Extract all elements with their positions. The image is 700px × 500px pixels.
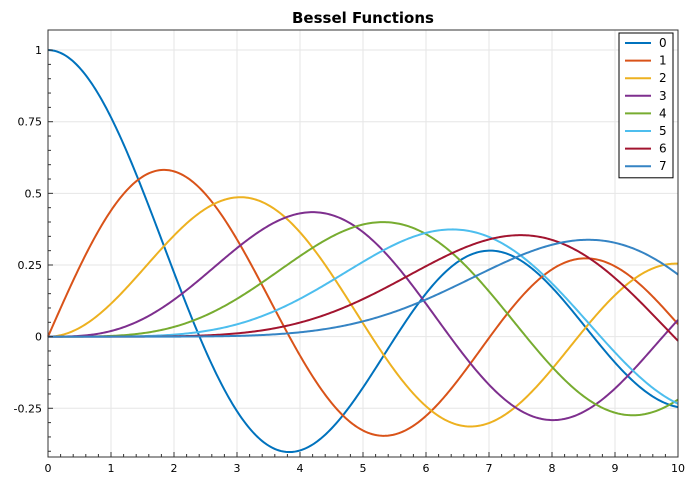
x-tick-label: 1 [108,462,115,475]
chart-title: Bessel Functions [292,9,434,27]
series-line-2 [47,196,679,428]
legend-label-1: 1 [659,54,667,68]
grid-lines [47,30,679,457]
y-tick-label: 0.5 [25,187,43,200]
series-lines [47,49,679,454]
series-line-0 [47,49,679,454]
y-tick-label: 0.75 [18,116,43,129]
y-axis-ticks: -0.25 0 0.25 0.5 0.75 1 [14,44,53,452]
x-tick-label: 9 [612,462,619,475]
y-tick-label: -0.25 [14,402,42,415]
legend-label-7: 7 [659,159,667,173]
x-tick-label: 0 [45,462,52,475]
legend-label-5: 5 [659,124,667,138]
x-tick-label: 10 [671,462,685,475]
x-tick-label: 4 [297,462,304,475]
series-line-1 [47,168,679,437]
y-tick-label: 0.25 [18,259,43,272]
x-tick-label: 6 [423,462,430,475]
series-line-7 [48,238,679,338]
legend-label-0: 0 [659,36,667,50]
series-line-3 [48,211,679,422]
legend: 0 1 2 3 4 5 6 7 [618,32,674,179]
y-tick-label: 0 [35,331,42,344]
legend-box [618,32,674,179]
y-tick-label: 1 [35,44,42,57]
x-tick-label: 8 [549,462,556,475]
x-tick-label: 2 [171,462,178,475]
series-line-4 [48,221,679,417]
x-tick-label: 7 [486,462,493,475]
x-tick-label: 3 [234,462,241,475]
legend-label-3: 3 [659,89,667,103]
x-tick-label: 5 [360,462,367,475]
legend-label-4: 4 [659,106,667,120]
legend-label-2: 2 [659,71,667,85]
legend-label-6: 6 [659,142,667,156]
x-axis-ticks: 0 1 2 3 4 5 6 7 8 9 10 [45,452,685,475]
